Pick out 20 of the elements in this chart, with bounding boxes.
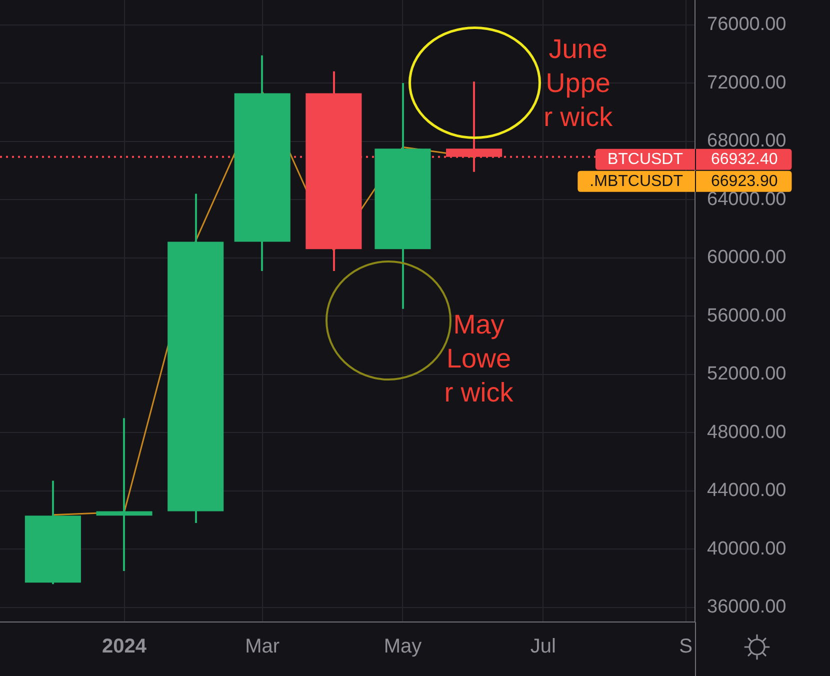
y-tick-label: 36000.00 bbox=[707, 596, 786, 618]
y-tick-label: 68000.00 bbox=[707, 130, 786, 152]
y-tick-label: 72000.00 bbox=[707, 72, 786, 94]
annotation: May Lowe r wick bbox=[444, 309, 514, 408]
y-tick-label: 40000.00 bbox=[707, 538, 786, 560]
y-tick-label: 52000.00 bbox=[707, 364, 786, 385]
x-tick-label: May bbox=[384, 636, 422, 658]
text: .MBTCUSDT 66923.90 bbox=[590, 173, 778, 190]
x-tick-label: S bbox=[679, 636, 692, 658]
y-tick-label: 60000.00 bbox=[707, 247, 786, 268]
text: BTCUSDT 66932.40 bbox=[607, 151, 778, 168]
y-tick-label: 44000.00 bbox=[707, 480, 786, 502]
y-tick-label: 48000.00 bbox=[707, 422, 786, 443]
x-tick-label: 2024 bbox=[102, 636, 148, 658]
x-tick-label: Jul bbox=[530, 636, 556, 658]
y-tick-label: 76000.00 bbox=[707, 14, 786, 35]
annotation: June Uppe r wick bbox=[544, 34, 614, 132]
x-tick-label: Mar bbox=[245, 636, 280, 658]
y-tick-label: 56000.00 bbox=[707, 305, 786, 326]
y-tick-label: 64000.00 bbox=[707, 188, 786, 210]
